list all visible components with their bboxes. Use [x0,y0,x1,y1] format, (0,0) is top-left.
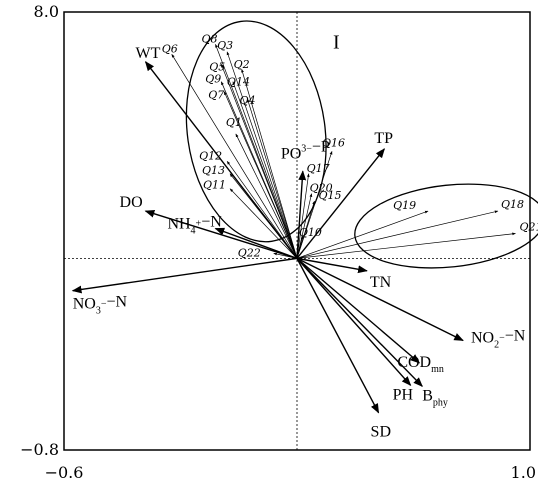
sample-arrow-q6 [171,54,298,259]
env-label-wt: WT [136,45,161,62]
env-label-tp: TP [374,130,393,147]
sample-label-q14: Q14 [227,76,250,89]
sample-label-q1: Q1 [226,116,242,129]
sample-arrow-q9 [220,81,298,259]
sample-label-q4: Q4 [239,94,255,107]
sample-arrow-q21 [296,232,516,259]
sample-arrow-q18 [296,210,499,259]
group-ellipse-i [185,20,327,243]
sample-label-q15: Q15 [318,189,341,202]
env-label-codmn: CODmn [397,354,444,375]
sample-vectors: Q1Q2Q3Q4Q5Q6Q7Q8Q9Q10Q11Q12Q13Q14Q15Q16Q… [162,32,538,259]
sample-label-q2: Q2 [234,58,250,71]
sample-label-q13: Q13 [202,164,225,177]
sample-arrow-q20 [296,193,313,259]
sample-arrow-q11 [229,188,298,259]
sample-label-q16: Q16 [322,136,345,149]
env-arrow-wt [144,60,298,259]
sample-arrow-q17 [296,173,310,259]
env-arrow-nh4-n [214,227,298,260]
env-label-sd: SD [371,424,391,441]
group-label-i: I [333,31,340,53]
env-arrow-sd [296,258,380,414]
env-arrow-po43-p [296,170,307,259]
env-arrow-no2-n [296,257,464,342]
env-label-no3-n: NO3−−N [73,294,128,317]
env-label-do: DO [120,194,143,211]
env-arrow-bphy [296,257,423,387]
sample-arrow-q2 [241,68,298,259]
env-label-no2-n: NO2−−N [471,328,526,351]
env-label-nh4-n: NH4+−N [167,214,222,237]
sample-label-q7: Q7 [208,89,224,102]
sample-arrow-q8 [215,44,298,259]
sample-label-q18: Q18 [501,198,524,211]
sample-label-q22: Q22 [238,246,261,259]
environment-vectors: WT TP PO3−−P DO NH4+−N NO3−−N TN NO2−−N CODmn PH B… [71,45,526,441]
axis-ticks: 8.0 −0.8 −0.6 1.0 [20,2,536,482]
sample-label-q17: Q17 [307,162,330,175]
env-label-bphy: Bphy [422,387,448,408]
env-arrow-tn [296,257,368,274]
env-arrow-ph [296,257,412,387]
env-label-ph: PH [393,386,414,403]
sample-arrow-q3 [226,51,298,259]
sample-label-q19: Q19 [393,199,416,212]
sample-label-q3: Q3 [217,39,233,52]
env-arrow-codmn [296,257,421,364]
sample-label-q6: Q6 [162,42,178,55]
group-ellipses: III [185,20,538,269]
env-arrow-no3-n [71,257,298,294]
sample-label-q21: Q21 [519,220,538,233]
env-label-tn: TN [370,274,392,291]
sample-arrow-q4 [247,98,298,259]
env-label-po43-p: PO3−−P [281,138,330,162]
sample-label-q11: Q11 [203,179,226,192]
sample-arrow-q14 [232,81,298,259]
env-arrow-tp [296,148,385,259]
y-tick-label: 8.0 [34,2,59,21]
x-tick-label: −0.6 [45,463,84,482]
y-tick-label: −0.8 [20,440,59,459]
group-ellipse-ii [354,183,538,269]
sample-label-q5: Q5 [209,60,225,73]
sample-arrow-q19 [296,210,429,259]
sample-label-q9: Q9 [205,73,221,86]
x-tick-label: 1.0 [511,463,536,482]
sample-arrow-q1 [235,133,298,259]
